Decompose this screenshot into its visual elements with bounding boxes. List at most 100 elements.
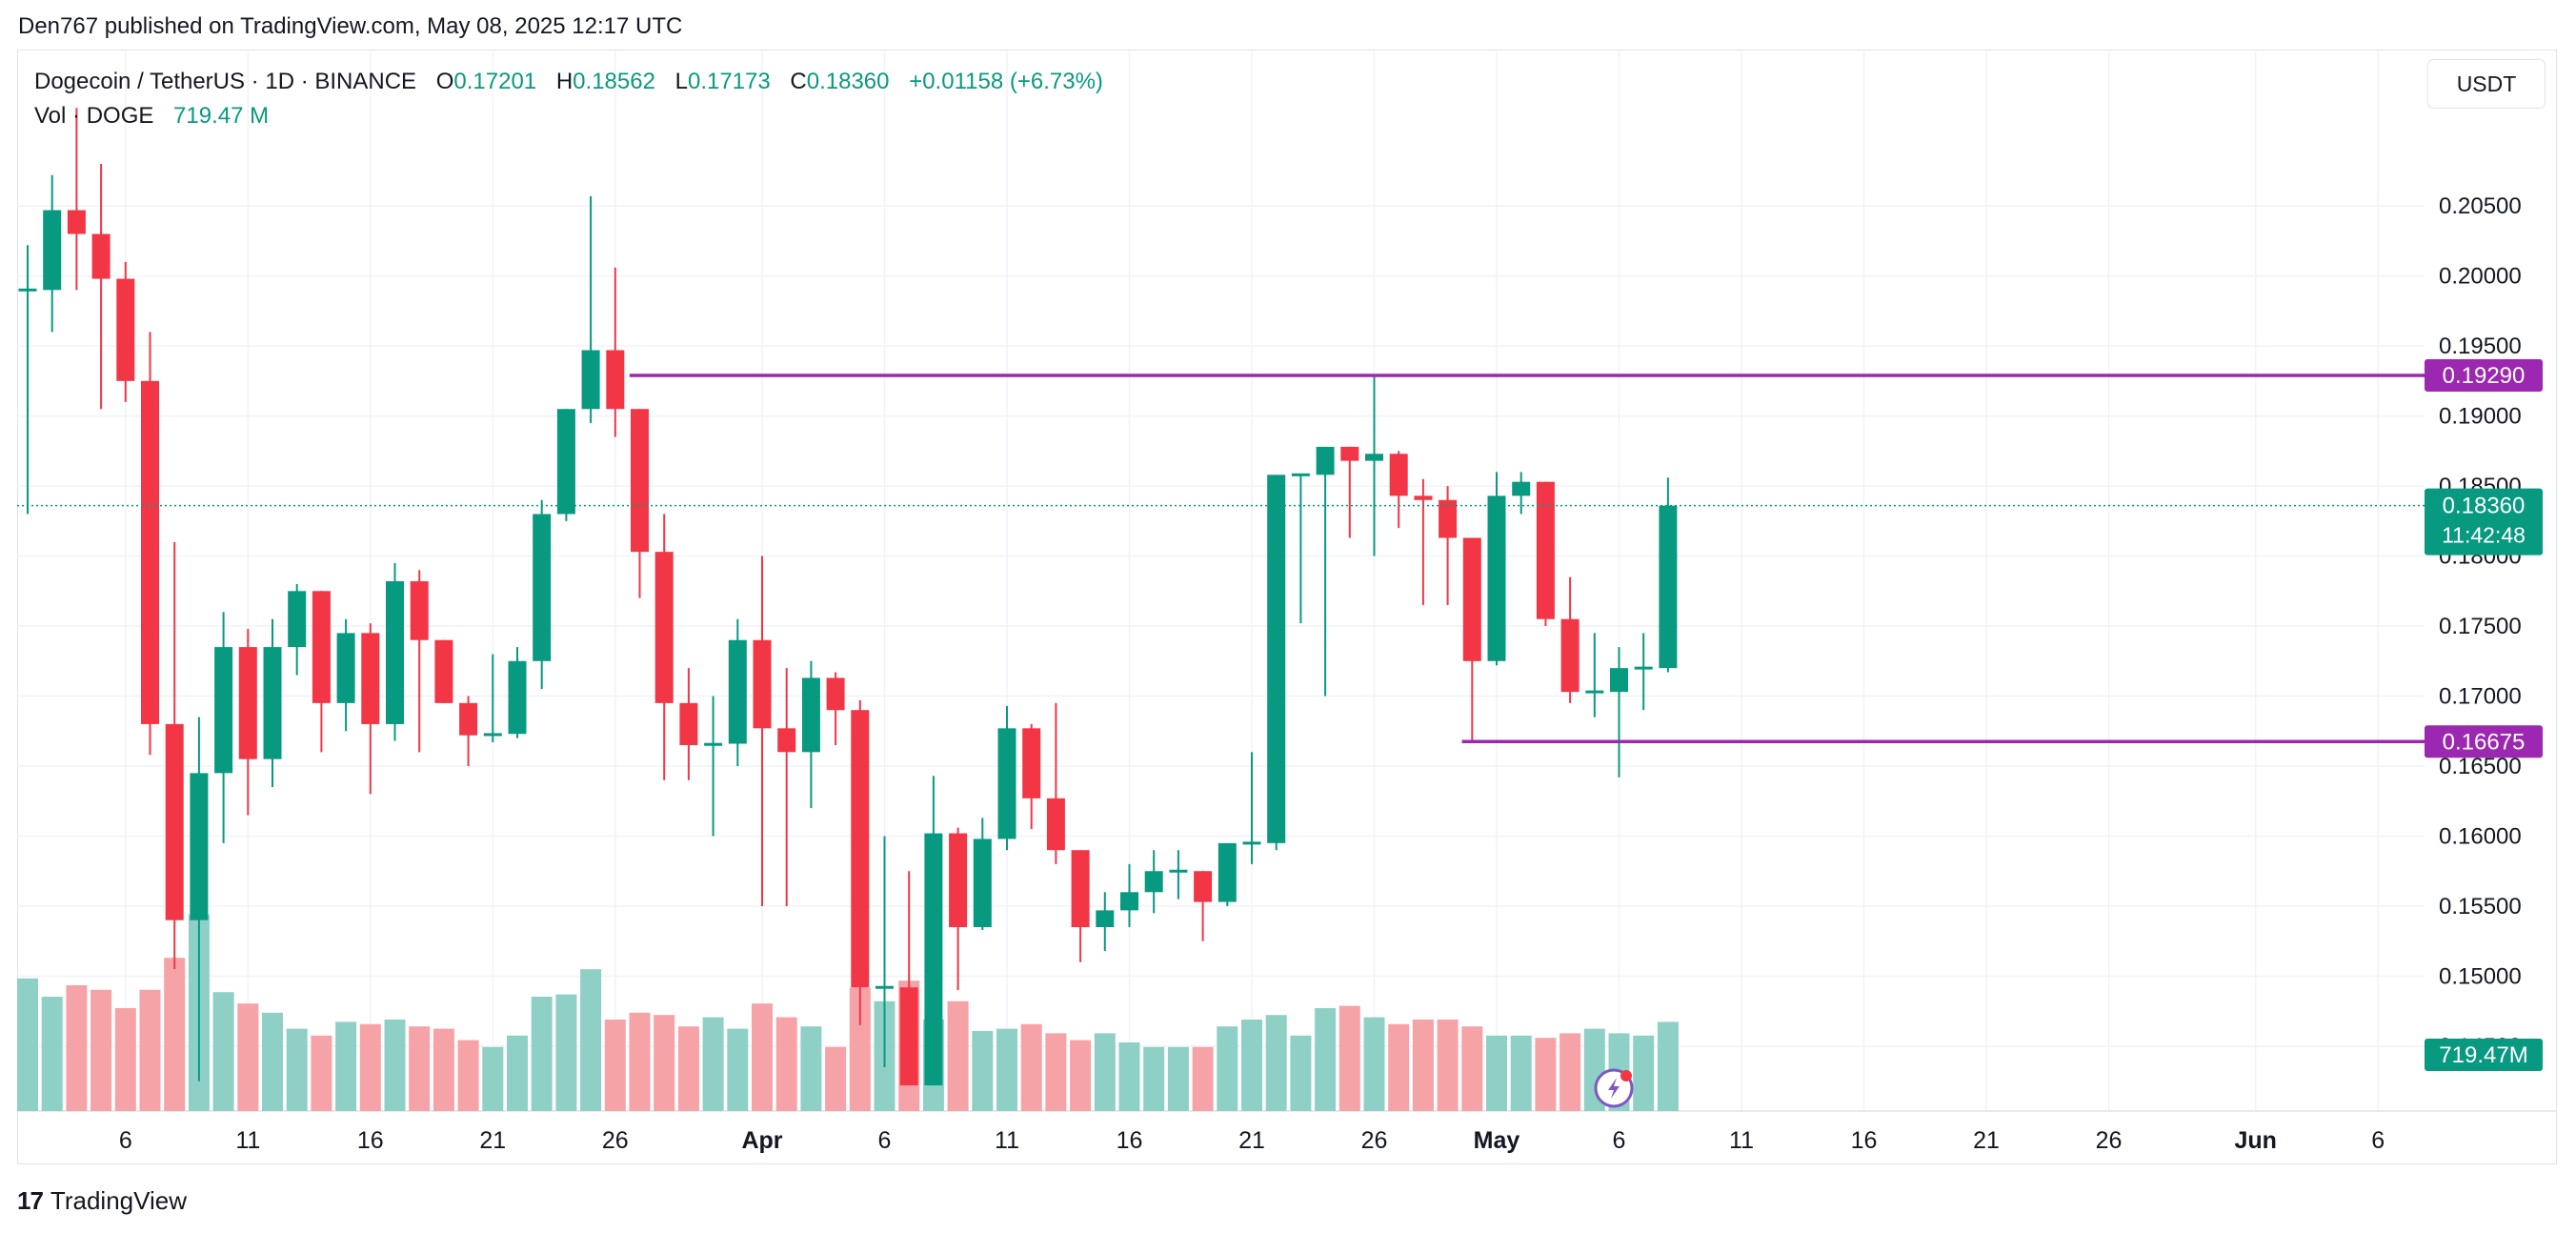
volume-bar [1070, 1040, 1092, 1111]
volume-bar [359, 1023, 381, 1111]
candle-body [263, 647, 282, 759]
level-tag-label: 0.16675 [2443, 729, 2526, 755]
volume-bar [972, 1031, 994, 1111]
price-tick-label: 0.19000 [2439, 404, 2522, 430]
volume-bar [825, 1046, 847, 1111]
volume-bar [1094, 1033, 1116, 1111]
time-tick-label: 21 [479, 1127, 506, 1154]
volume-bar [17, 978, 38, 1111]
candle-body [386, 581, 404, 724]
volume-bar [775, 1017, 797, 1111]
candle-body [1291, 473, 1310, 476]
time-tick-label: 26 [602, 1127, 629, 1154]
volume-bar [1020, 1023, 1042, 1111]
price-tick-label: 0.16500 [2439, 754, 2522, 779]
volume-bar [1437, 1020, 1459, 1111]
time-tick-label: 6 [878, 1127, 892, 1154]
publisher-line: Den767 published on TradingView.com, May… [18, 13, 683, 39]
candle-body [1194, 871, 1213, 902]
time-tick-label: Jun [2234, 1127, 2276, 1154]
countdown-label: 11:42:48 [2442, 523, 2526, 548]
last-price-tag [2425, 488, 2543, 556]
candle-body [238, 647, 257, 759]
candle-body [1512, 481, 1531, 496]
high-value: 0.18562 [573, 69, 655, 94]
close-label: C [790, 69, 807, 94]
candle-body [924, 833, 943, 1086]
volume-bar [139, 989, 161, 1111]
open-label: O [435, 69, 454, 94]
candle-body [1659, 505, 1678, 669]
volume-bar [1560, 1033, 1581, 1111]
candle-body [91, 233, 111, 279]
currency-button[interactable]: USDT [2427, 59, 2546, 109]
candle-body [410, 581, 429, 640]
candle-body [728, 639, 747, 744]
candle-body [116, 278, 135, 381]
volume-bar [286, 1028, 308, 1111]
volume-bars [17, 914, 1679, 1111]
volume-bar [212, 992, 234, 1111]
volume-bar [335, 1021, 357, 1111]
candle-body [1340, 446, 1359, 461]
candle-body [1389, 454, 1408, 496]
volume-bar [114, 1008, 136, 1111]
candle-body [361, 633, 380, 724]
candle-body [997, 728, 1016, 839]
candle-body [508, 660, 527, 735]
volume-bar [677, 1026, 699, 1111]
candle-body [190, 773, 209, 920]
change-value: +0.01158 (+6.73%) [909, 69, 1103, 94]
candle-body [753, 639, 772, 729]
footer-brand[interactable]: 17 TradingView [17, 1186, 187, 1216]
candle-body [336, 633, 355, 703]
volume-bar [311, 1035, 332, 1111]
candle-body [1585, 690, 1604, 694]
candle-body [288, 591, 307, 648]
volume-bar [457, 1040, 479, 1111]
volume-row: Vol · DOGE 719.47 M [34, 99, 1103, 133]
volume-label[interactable]: Vol · DOGE [34, 103, 154, 129]
candle-body [533, 514, 552, 661]
candle-body [777, 728, 796, 753]
price-tags: 0.19290 0.16675 0.18360 11:42:48 719.47M [2425, 358, 2543, 1071]
ohlc-row: Dogecoin / TetherUS · 1D · BINANCE O0.17… [34, 65, 1103, 99]
level-tag [2425, 725, 2543, 758]
volume-bar [604, 1020, 626, 1111]
volume-tag-label: 719.47M [2439, 1042, 2527, 1068]
time-tick-label: 11 [1729, 1127, 1754, 1154]
time-tick-label: 16 [357, 1127, 384, 1154]
price-tick-label: 0.16000 [2439, 824, 2522, 850]
volume-bar [1338, 1005, 1360, 1111]
volume-bar [237, 1003, 259, 1111]
volume-bar [752, 1003, 773, 1111]
volume-bar [384, 1020, 406, 1111]
candle-body [1022, 728, 1041, 798]
volume-bar [482, 1046, 504, 1111]
last-price-label: 0.18360 [2443, 494, 2526, 519]
time-tick-label: 11 [995, 1127, 1019, 1154]
time-tick-label: 6 [2371, 1127, 2385, 1154]
high-label: H [555, 69, 574, 94]
volume-bar [947, 1001, 969, 1111]
candle-body [1242, 841, 1261, 845]
symbol-name[interactable]: Dogecoin / TetherUS · 1D · BINANCE [34, 69, 417, 94]
volume-bar [1315, 1008, 1337, 1111]
price-tick-label: 0.20000 [2439, 264, 2522, 290]
time-tick-label: May [1474, 1127, 1520, 1154]
volume-bar [800, 1026, 822, 1111]
volume-bar [1363, 1017, 1385, 1111]
candle-body [1414, 495, 1433, 500]
volume-bar [1633, 1035, 1655, 1111]
price-tick-label: 0.17500 [2439, 614, 2522, 639]
candle-body [434, 639, 453, 703]
candle-body [312, 591, 331, 703]
volume-bar [1265, 1015, 1287, 1111]
time-tick-label: 26 [2096, 1127, 2123, 1154]
candle-body [654, 552, 674, 703]
replay-icon[interactable] [1594, 1068, 1634, 1108]
price-axis: 0.145000.150000.155000.160000.165000.170… [2439, 193, 2522, 1060]
candle-body [1046, 798, 1065, 851]
candle-body [606, 350, 625, 410]
